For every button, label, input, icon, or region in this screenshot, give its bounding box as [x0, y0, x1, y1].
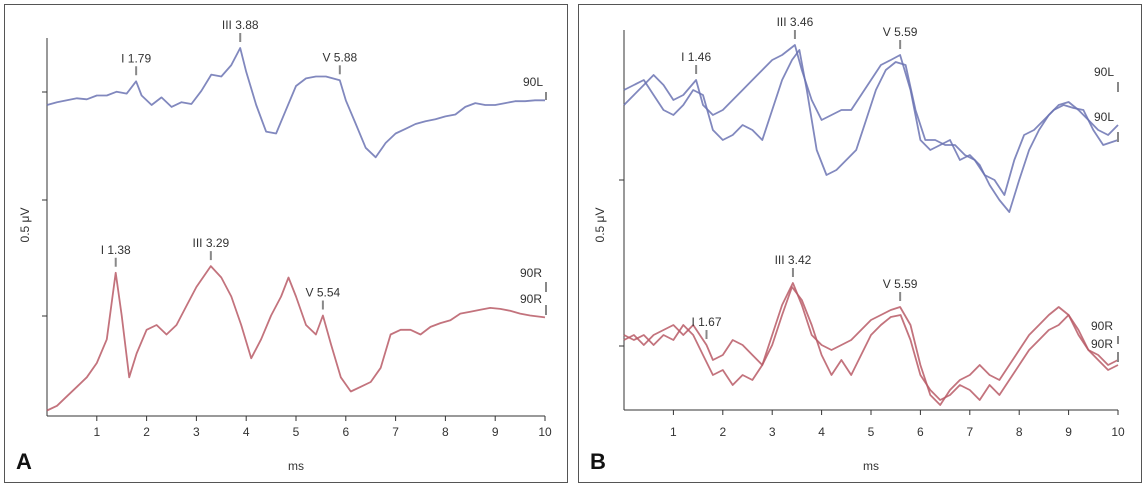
peak-annotation: III 3.42 [775, 253, 812, 267]
peak-annotation: I 1.46 [681, 50, 711, 64]
x-tick-label: 10 [538, 425, 552, 439]
peak-annotation: V 5.59 [883, 25, 918, 39]
x-tick-label: 8 [1016, 425, 1023, 439]
peak-annotation: I 1.67 [691, 315, 721, 329]
end-label: 90R [520, 292, 542, 306]
peak-annotation: III 3.88 [222, 18, 259, 32]
end-label: 90R [1091, 319, 1113, 333]
panel-a-frame [4, 4, 568, 483]
x-tick-label: 5 [868, 425, 875, 439]
x-tick-label: 4 [243, 425, 250, 439]
x-tick-label: 2 [719, 425, 726, 439]
y-axis-label: 0.5 μV [18, 208, 32, 243]
panel-b: 1 2 3 4 5 6 7 8 9 10 ms 0.5 μV B I 1.46 III 3.46 V 5.59… [590, 15, 1125, 474]
series-line-90l [623, 44, 1119, 213]
x-tick-label: 9 [492, 425, 499, 439]
x-tick-label: 10 [1111, 425, 1125, 439]
x-tick-label: 3 [769, 425, 776, 439]
x-tick-label: 4 [818, 425, 825, 439]
x-tick-label: 6 [342, 425, 349, 439]
panel-a: 1 2 3 4 5 6 7 8 9 10 ms 0.5 μV A I 1.79 III 3.88 V 5.88… [16, 18, 552, 474]
peak-annotation: III 3.29 [192, 236, 229, 250]
peak-annotation: V 5.54 [306, 286, 341, 300]
x-tick-label: 1 [93, 425, 100, 439]
series-line-90l [623, 49, 1119, 196]
peak-annotation: I 1.38 [101, 243, 131, 257]
peak-annotation: V 5.59 [883, 277, 918, 291]
end-label: 90L [1094, 110, 1114, 124]
x-tick-label: 5 [293, 425, 300, 439]
x-tick-label: 2 [143, 425, 150, 439]
end-label: 90R [520, 266, 542, 280]
panel-b-frame [578, 4, 1142, 483]
x-tick-label: 7 [966, 425, 973, 439]
x-axis-label: ms [863, 459, 879, 473]
end-label: 90L [523, 75, 543, 89]
x-tick-label: 6 [917, 425, 924, 439]
x-tick-label: 9 [1065, 425, 1072, 439]
series-line-90r [623, 286, 1119, 401]
y-axis-label: 0.5 μV [593, 208, 607, 243]
x-tick-label: 1 [670, 425, 677, 439]
x-tick-label: 7 [392, 425, 399, 439]
x-tick-label: 8 [442, 425, 449, 439]
x-tick-label: 3 [193, 425, 200, 439]
end-label: 90L [1094, 65, 1114, 79]
end-label: 90R [1091, 337, 1113, 351]
series-line-90r [623, 282, 1119, 406]
peak-annotation: III 3.46 [777, 15, 814, 29]
x-axis-label: ms [288, 459, 304, 473]
peak-annotation: V 5.88 [322, 50, 357, 64]
panel-label: A [16, 449, 32, 474]
series-line-90r [46, 265, 546, 412]
panel-label: B [590, 449, 606, 474]
series-line-90l [46, 47, 545, 159]
peak-annotation: I 1.79 [121, 51, 151, 65]
